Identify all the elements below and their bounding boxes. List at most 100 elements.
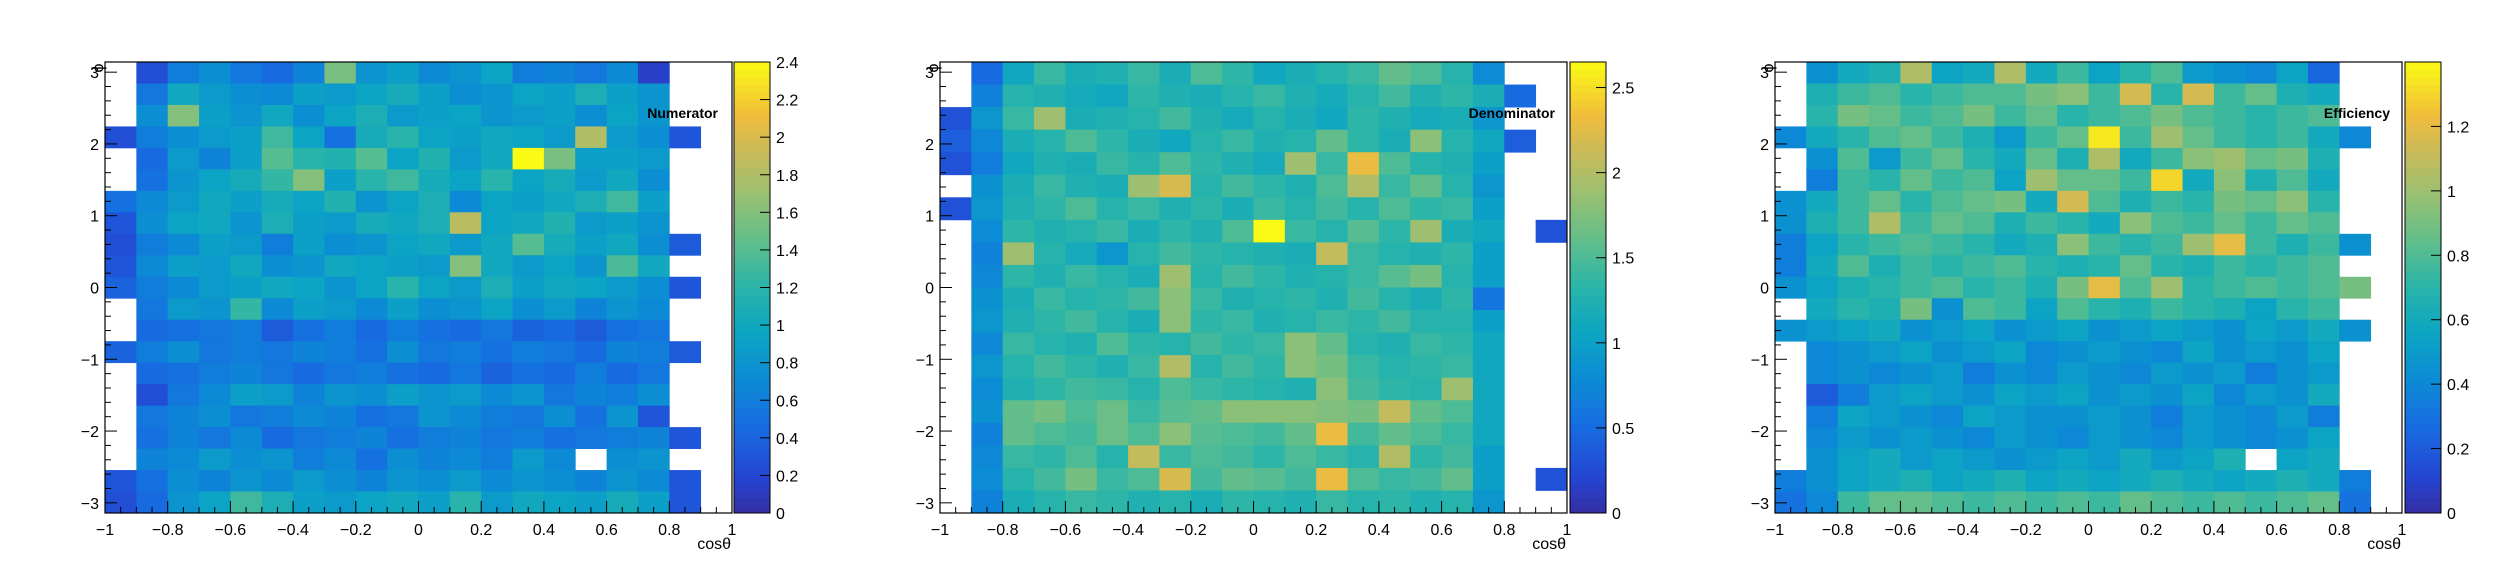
heatmap-cell [1159,242,1192,266]
heatmap-cell [387,319,419,342]
heatmap-cell [418,233,451,256]
heatmap-cell [230,319,263,342]
heatmap-cell [2088,212,2121,235]
heatmap-cell [1096,422,1129,446]
heatmap-cell [1963,448,1995,471]
heatmap-cell [2057,470,2089,492]
heatmap-cell [2182,448,2215,471]
heatmap-cell [971,400,1004,424]
heatmap-cell [606,298,639,321]
heatmap-cell [1002,62,1035,85]
heatmap-cell [449,276,482,299]
color-bar-band [734,332,770,341]
heatmap-cell [637,276,670,299]
y-tick-label: −3 [1751,496,1769,513]
heatmap-cell [1994,255,2027,278]
heatmap-cell [971,377,1004,401]
heatmap-cell [1002,445,1035,469]
heatmap-cell [2057,427,2089,449]
heatmap-cell [418,62,451,84]
y-tick-label: −1 [916,352,934,369]
heatmap-cell [1347,264,1380,288]
heatmap-cell [449,427,482,449]
heatmap-cell [1096,400,1129,424]
y-tick-label: −3 [81,496,99,513]
heatmap-cell [1775,126,1807,149]
x-tick-label: 0.2 [470,522,492,539]
heatmap-cell [1931,62,1964,84]
heatmap-cell [1806,448,1839,471]
color-bar-band [1570,392,1606,401]
color-bar-band [734,167,770,176]
color-bar-band [2405,249,2441,258]
heatmap-cell [2245,83,2277,106]
heatmap-cell [1837,427,1870,449]
heatmap-cell [293,83,325,106]
heatmap-cell [2088,470,2121,492]
heatmap-cell [1034,62,1066,85]
heatmap-cell [167,448,200,471]
color-bar-band [1570,377,1606,386]
x-tick-label: −1 [96,522,114,539]
heatmap-cell [167,62,200,84]
color-bar-tick-label: 0 [2447,506,2456,523]
heatmap-cell [1837,62,1870,84]
heatmap-cell [2057,212,2089,235]
heatmap-cell [1806,126,1839,149]
heatmap-cell [1931,448,1964,471]
color-bar-tick-label: 1.5 [1612,251,1634,268]
heatmap-cell [1159,467,1192,491]
heatmap-cell [1316,107,1348,131]
heatmap-cell [1837,147,1870,170]
heatmap-cell [1284,197,1317,221]
histogram-title: Denominator [1469,105,1556,121]
heatmap-cell [1378,467,1411,491]
heatmap-cell [2119,83,2152,106]
heatmap-cell [293,62,325,84]
heatmap-cell [1190,174,1223,198]
heatmap-cell [1410,377,1442,401]
heatmap-cell [2088,255,2121,278]
color-bar-band [1570,460,1606,469]
heatmap-cell [449,448,482,471]
heatmap-cell [1065,332,1098,356]
heatmap-cell [2276,190,2309,213]
color-bar-band [734,407,770,416]
heatmap-cell [2182,427,2215,449]
heatmap-cell [1410,400,1442,424]
heatmap-cell [543,362,576,385]
heatmap-cell [2276,341,2309,364]
heatmap-cell [2088,104,2121,127]
heatmap-cell [2245,384,2277,407]
heatmap-cell [355,362,388,385]
heatmap-cell [2151,212,2183,235]
heatmap-cell [293,147,325,170]
heatmap-cell [1222,355,1254,379]
heatmap-cell [293,276,325,299]
color-bar-band [734,264,770,273]
heatmap-cell [512,126,545,149]
heatmap-cell [324,62,357,84]
heatmap-cell [1347,287,1380,311]
heatmap-cell [1253,400,1286,424]
heatmap-cell [2025,319,2058,342]
heatmap-cell [1253,242,1286,266]
heatmap-cell [199,362,231,385]
heatmap-cell [2276,491,2309,514]
heatmap-cell [1347,490,1380,514]
heatmap-cell [324,405,357,428]
heatmap-cell [2245,470,2277,492]
heatmap-cell [637,147,670,170]
heatmap-cell [1410,197,1442,221]
heatmap-cell [2151,319,2183,342]
color-bar-band [2405,362,2441,371]
heatmap-cell [324,147,357,170]
heatmap-cell [1253,287,1286,311]
heatmap-cell [543,169,576,192]
heatmap-cell [543,298,576,321]
heatmap-cell [105,212,137,235]
heatmap-cell [971,332,1004,356]
heatmap-cell [324,169,357,192]
heatmap-cell [1410,219,1442,243]
